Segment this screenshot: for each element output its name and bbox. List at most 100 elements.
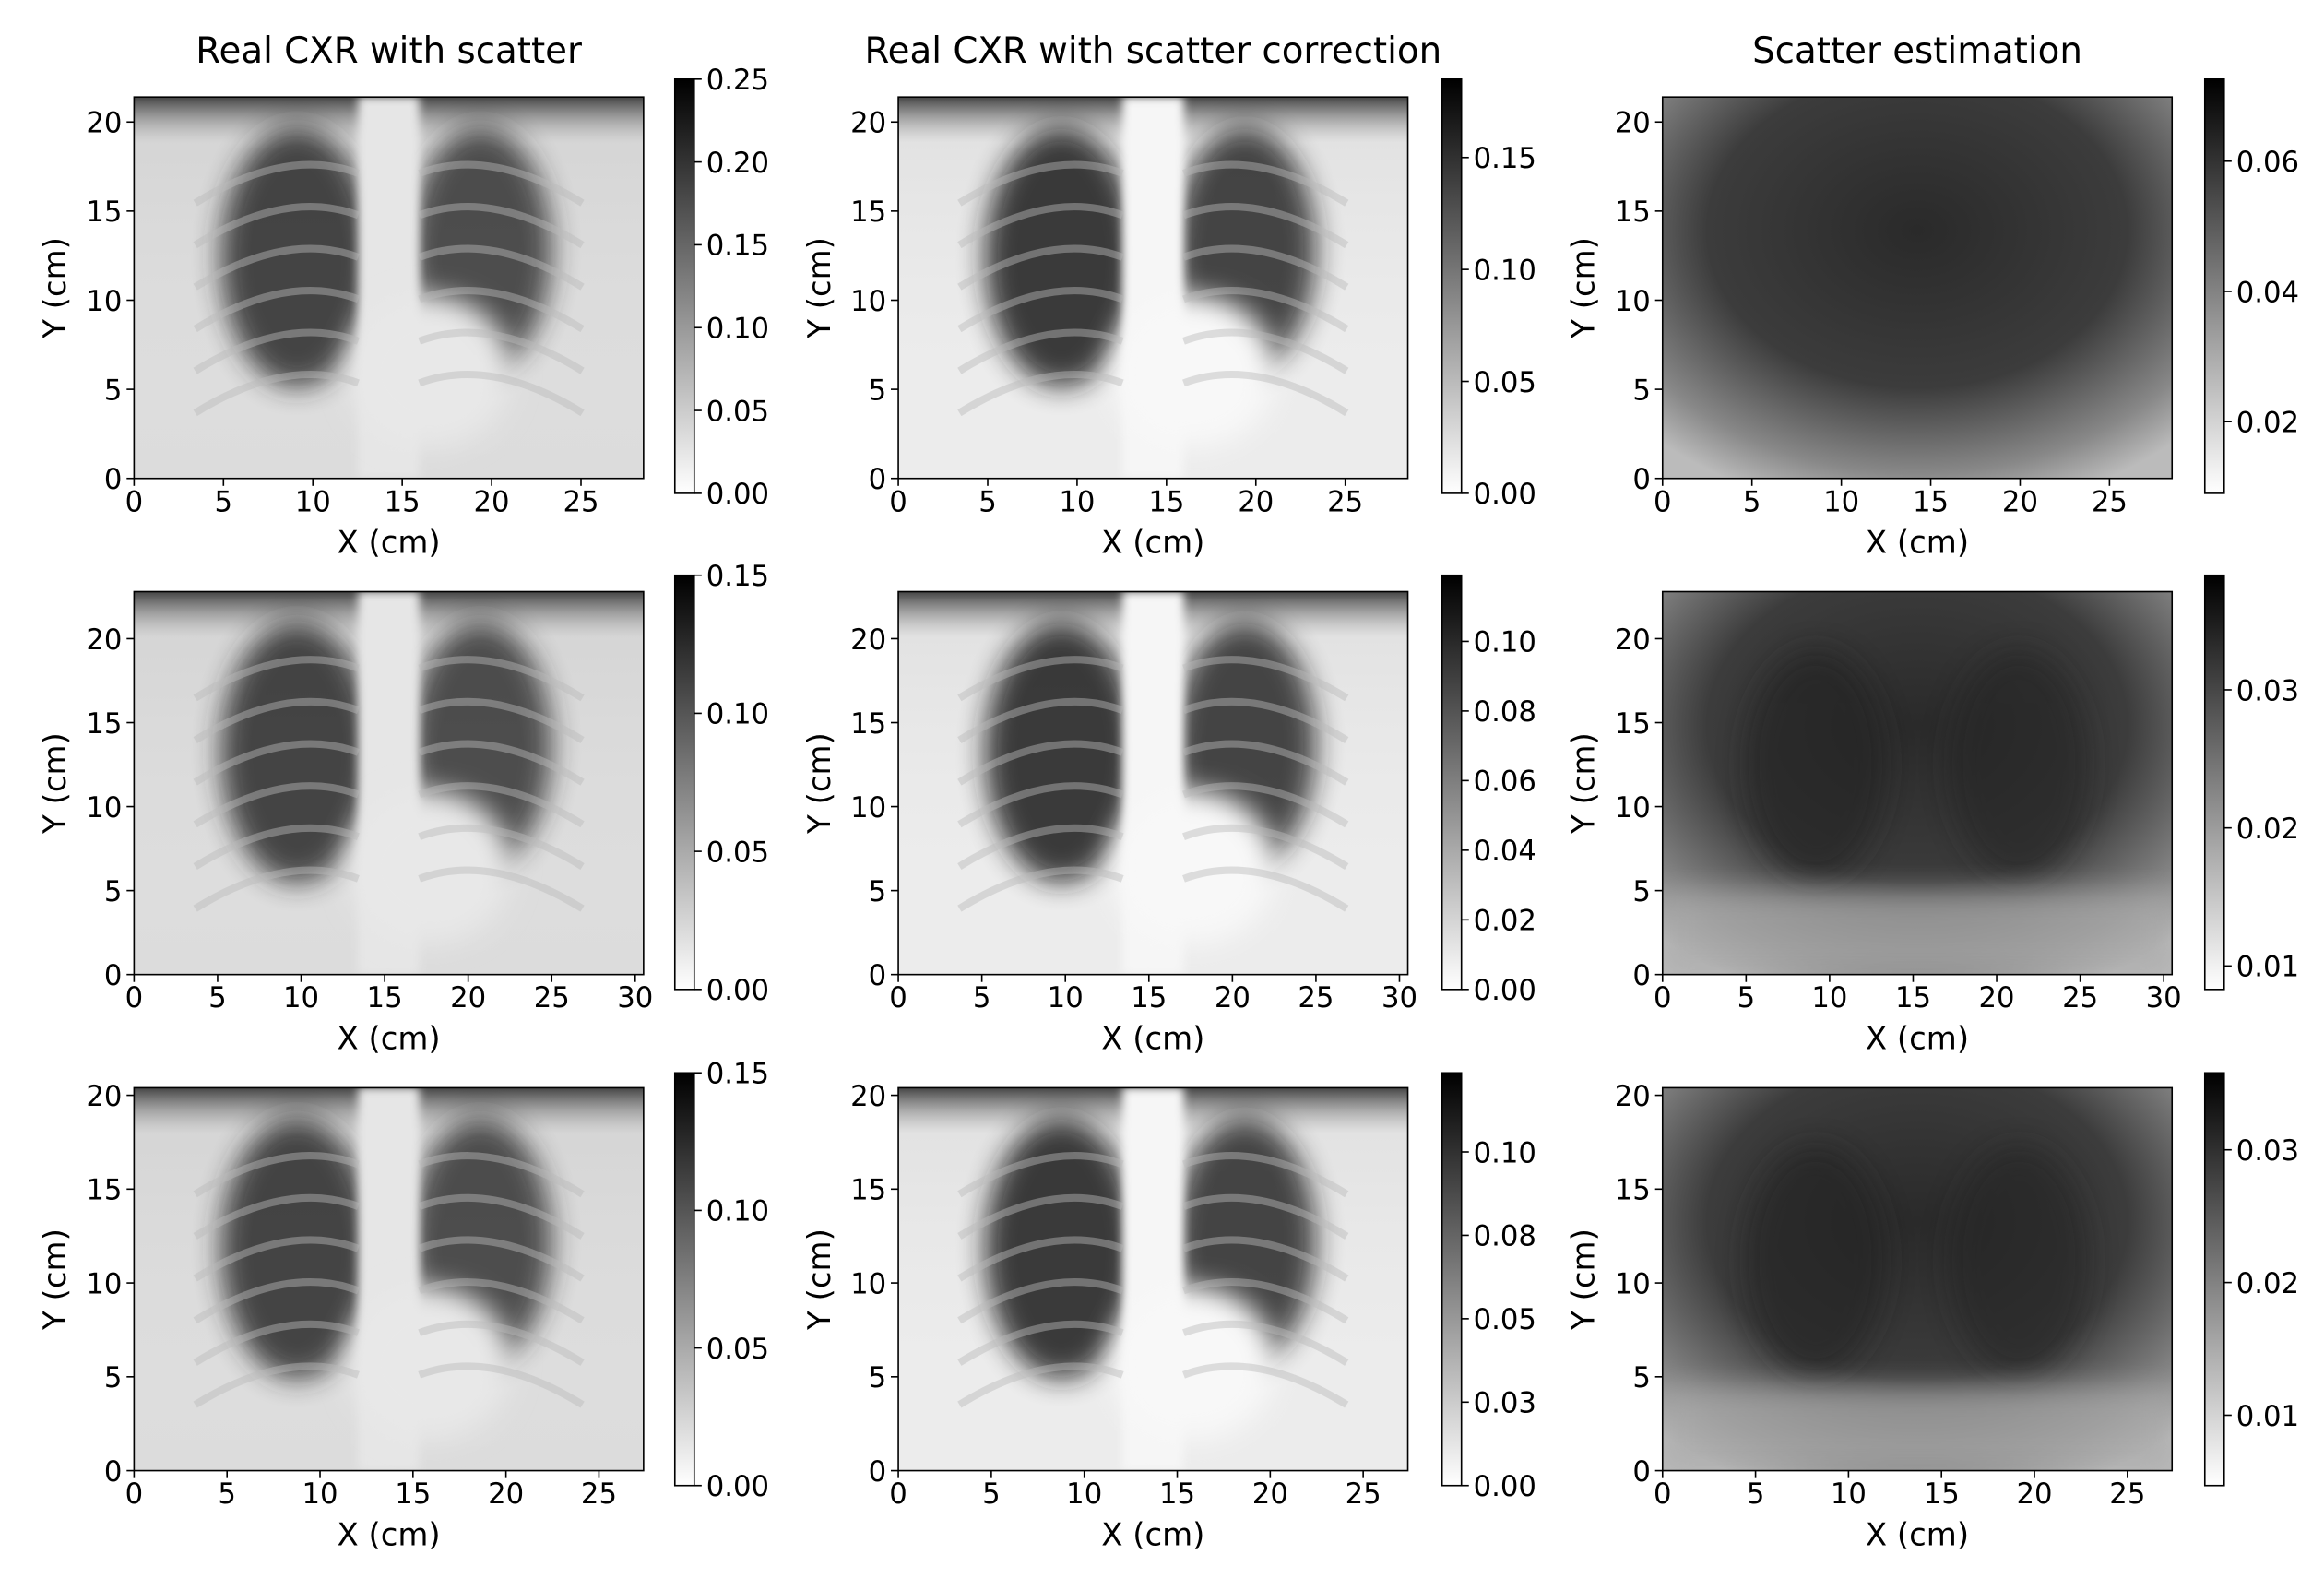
image-panel	[898, 1087, 1408, 1471]
y-tick-label: 5	[104, 876, 123, 908]
x-tick-label: 0	[1654, 1478, 1672, 1511]
colorbar-tick-label: 0.04	[2236, 277, 2299, 309]
rib	[957, 1193, 1124, 1240]
image-render	[1662, 97, 2173, 479]
colorbar-tick-label: 0.10	[706, 1196, 769, 1228]
image-render	[1744, 1145, 1887, 1375]
y-tick-label: 15	[1615, 1175, 1651, 1207]
colorbar-tick-label: 0.08	[1474, 696, 1536, 729]
x-tick-label: 0	[889, 486, 907, 518]
y-tick-label: 5	[869, 876, 887, 908]
colorbar-tick-label: 0.00	[706, 1471, 769, 1503]
axes-frame	[897, 96, 1409, 480]
rib	[1182, 328, 1349, 374]
image-panel	[134, 97, 644, 479]
x-tick-label: 15	[1159, 1478, 1195, 1511]
rib	[193, 328, 360, 374]
rib	[418, 203, 585, 249]
colorbar-tick-label: 0.02	[2236, 1268, 2299, 1300]
colorbar-tick-label: 0.00	[1474, 1471, 1536, 1503]
y-axis-label: Y (cm)	[801, 237, 837, 339]
x-tick-label: 0	[889, 982, 907, 1015]
rib	[193, 203, 360, 249]
image-render	[348, 790, 512, 944]
x-tick-label: 25	[2109, 1478, 2145, 1511]
x-tick-label: 15	[1131, 982, 1167, 1015]
y-tick-label: 0	[104, 960, 123, 992]
rib	[1182, 1278, 1349, 1324]
rib	[418, 824, 585, 870]
y-tick-label: 0	[104, 1456, 123, 1489]
x-axis-label: X (cm)	[338, 1020, 441, 1056]
x-tick-label: 10	[302, 1478, 338, 1511]
y-tick-label: 0	[869, 464, 887, 496]
colorbar-tick-label: 0.01	[2236, 1401, 2299, 1433]
y-tick-label: 10	[850, 792, 886, 825]
rib	[957, 782, 1124, 828]
y-axis-label: Y (cm)	[801, 732, 837, 835]
image-panel	[1662, 1087, 2173, 1471]
rib	[193, 1362, 360, 1408]
image-render	[984, 1118, 1138, 1379]
rib	[418, 371, 585, 417]
y-tick-label: 20	[1615, 1081, 1651, 1113]
y-axis-label: Y (cm)	[37, 237, 73, 339]
rib	[418, 1278, 585, 1324]
colorbar	[2203, 1072, 2225, 1487]
rib	[418, 656, 585, 702]
y-tick-label: 10	[86, 1268, 122, 1300]
rib	[1182, 371, 1349, 417]
x-tick-label: 10	[295, 486, 331, 518]
x-axis-label: X (cm)	[1101, 1020, 1204, 1056]
colorbar-tick-label: 0.01	[2236, 952, 2299, 984]
x-tick-label: 25	[1346, 1478, 1381, 1511]
y-tick-label: 0	[1632, 464, 1651, 496]
x-tick-label: 15	[385, 486, 421, 518]
rib	[193, 371, 360, 417]
colorbar-tick-label: 0.03	[2236, 675, 2299, 707]
x-tick-label: 15	[1148, 486, 1184, 518]
rib	[957, 740, 1124, 786]
x-tick-label: 25	[563, 486, 599, 518]
image-render	[1744, 648, 1887, 879]
x-axis-label: X (cm)	[1101, 525, 1204, 561]
rib	[957, 1152, 1124, 1198]
y-tick-label: 0	[1632, 1456, 1651, 1489]
y-tick-label: 15	[850, 708, 886, 741]
rib	[957, 1362, 1124, 1408]
rib	[1182, 782, 1349, 828]
x-tick-label: 5	[978, 486, 997, 518]
x-tick-label: 20	[474, 486, 510, 518]
colorbar-tick-label: 0.03	[2236, 1135, 2299, 1168]
y-tick-label: 0	[104, 464, 123, 496]
y-tick-label: 10	[1615, 286, 1651, 318]
colorbar-tick-label: 0.05	[706, 1334, 769, 1366]
x-axis-label: X (cm)	[338, 1516, 441, 1552]
rib	[957, 328, 1124, 374]
image-render	[220, 622, 374, 884]
rib	[418, 697, 585, 743]
image-panel	[898, 591, 1408, 975]
x-tick-label: 20	[1252, 1478, 1288, 1511]
rib	[193, 1236, 360, 1282]
rib	[418, 740, 585, 786]
x-tick-label: 20	[488, 1478, 524, 1511]
x-tick-label: 30	[617, 982, 653, 1015]
x-tick-label: 5	[973, 982, 991, 1015]
colorbar	[2203, 77, 2225, 494]
axes-frame	[897, 590, 1409, 976]
y-tick-label: 5	[1632, 876, 1651, 908]
x-tick-label: 10	[1059, 486, 1095, 518]
rib	[1182, 656, 1349, 702]
x-axis-label: X (cm)	[1866, 1020, 1969, 1056]
x-tick-label: 20	[1215, 982, 1251, 1015]
x-tick-label: 15	[367, 982, 403, 1015]
x-tick-label: 5	[208, 982, 227, 1015]
x-tick-label: 5	[1747, 1478, 1765, 1511]
rib	[418, 1152, 585, 1198]
x-tick-label: 10	[1823, 486, 1859, 518]
x-tick-label: 25	[1298, 982, 1334, 1015]
rib	[193, 160, 360, 207]
x-tick-label: 25	[534, 982, 570, 1015]
